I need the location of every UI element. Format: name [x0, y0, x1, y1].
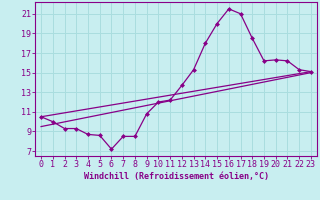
- X-axis label: Windchill (Refroidissement éolien,°C): Windchill (Refroidissement éolien,°C): [84, 172, 268, 181]
